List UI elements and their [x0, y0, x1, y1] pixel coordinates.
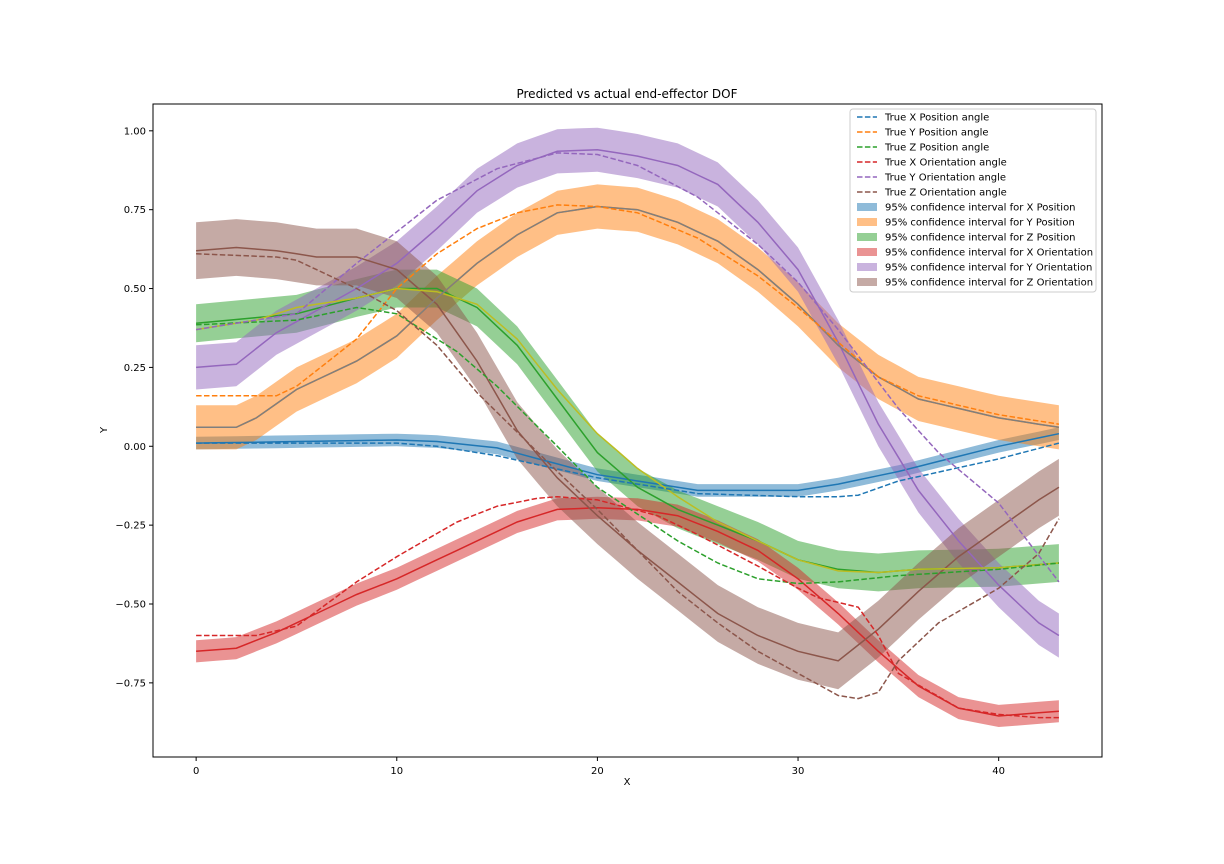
true-lines [195, 152, 1060, 719]
y-tick-label: 0.00 [124, 442, 146, 453]
x-tick-label: 0 [193, 766, 199, 777]
legend-label: True X Orientation angle [884, 158, 1007, 169]
predicted-line-5 [196, 148, 1060, 637]
legend-label: True Z Orientation angle [884, 188, 1007, 199]
legend-label: 95% confidence interval for Y Orientatio… [885, 263, 1092, 274]
legend-swatch [857, 218, 877, 226]
y-tick-label: 0.25 [124, 363, 146, 374]
x-tick-label: 40 [992, 766, 1005, 777]
legend-swatch [857, 203, 877, 211]
predicted-line-7 [195, 287, 1059, 574]
true-line-1 [196, 442, 1060, 498]
y-tick-label: 0.50 [124, 284, 146, 295]
legend-swatch [857, 248, 877, 256]
y-tick-label: 0.75 [124, 205, 146, 216]
predicted-line-8 [196, 205, 1060, 429]
predicted-lines [195, 148, 1060, 717]
legend-swatch [857, 263, 877, 271]
plot-frame [152, 103, 1103, 758]
y-axis-label: Y [99, 426, 110, 434]
legend-frame [849, 108, 1097, 293]
confidence-band-4 [196, 496, 1059, 727]
x-tick-label: 20 [591, 766, 604, 777]
confidence-band-2 [196, 184, 1059, 450]
legend-label: True Z Position angle [884, 143, 989, 154]
legend-label: 95% confidence interval for Z Position [885, 233, 1076, 244]
confidence-band-6 [196, 219, 1059, 690]
y-tick-label: −0.25 [115, 521, 146, 532]
legend-label: 95% confidence interval for X Orientatio… [885, 248, 1093, 259]
chart-title: Predicted vs actual end-effector DOF [516, 87, 737, 101]
legend-label: 95% confidence interval for X Position [885, 203, 1076, 214]
x-axis-ticks: 0 10 20 30 40 [193, 757, 1005, 777]
y-tick-label: −0.75 [115, 678, 146, 689]
y-axis-ticks: −0.75 −0.50 −0.25 0.00 0.25 0.50 0.75 1.00 [115, 126, 153, 689]
x-tick-label: 10 [390, 766, 403, 777]
legend-label: 95% confidence interval for Z Orientatio… [885, 278, 1093, 289]
legend-label: True Y Position angle [884, 128, 989, 139]
y-tick-label: 1.00 [124, 126, 146, 137]
legend: True X Position angle True Y Position ang… [849, 108, 1097, 293]
true-line-4 [196, 495, 1059, 719]
legend-swatch [857, 278, 877, 286]
legend-label: True X Position angle [884, 113, 989, 124]
legend-label: 95% confidence interval for Y Position [885, 218, 1075, 229]
true-line-2 [196, 204, 1060, 425]
predicted-line-6 [196, 246, 1060, 662]
true-line-3 [196, 306, 1059, 585]
true-line-6 [196, 253, 1060, 700]
x-tick-label: 30 [792, 766, 805, 777]
legend-label: True Y Orientation angle [884, 173, 1006, 184]
y-tick-label: −0.50 [115, 600, 146, 611]
legend-swatch [857, 233, 877, 241]
x-axis-label: X [624, 777, 631, 788]
true-line-5 [195, 152, 1060, 583]
